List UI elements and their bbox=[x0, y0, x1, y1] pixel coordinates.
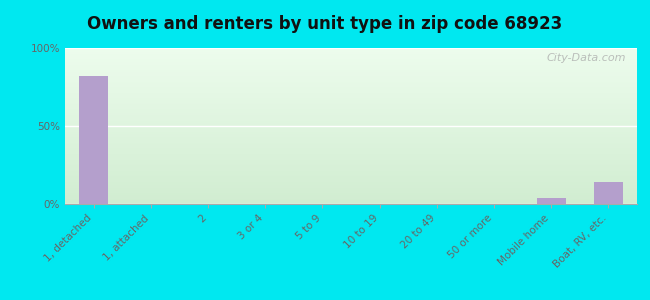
Text: City-Data.com: City-Data.com bbox=[546, 53, 625, 63]
Bar bbox=[594, 182, 623, 204]
Bar bbox=[537, 198, 566, 204]
Text: Owners and renters by unit type in zip code 68923: Owners and renters by unit type in zip c… bbox=[87, 15, 563, 33]
Bar bbox=[79, 76, 108, 204]
